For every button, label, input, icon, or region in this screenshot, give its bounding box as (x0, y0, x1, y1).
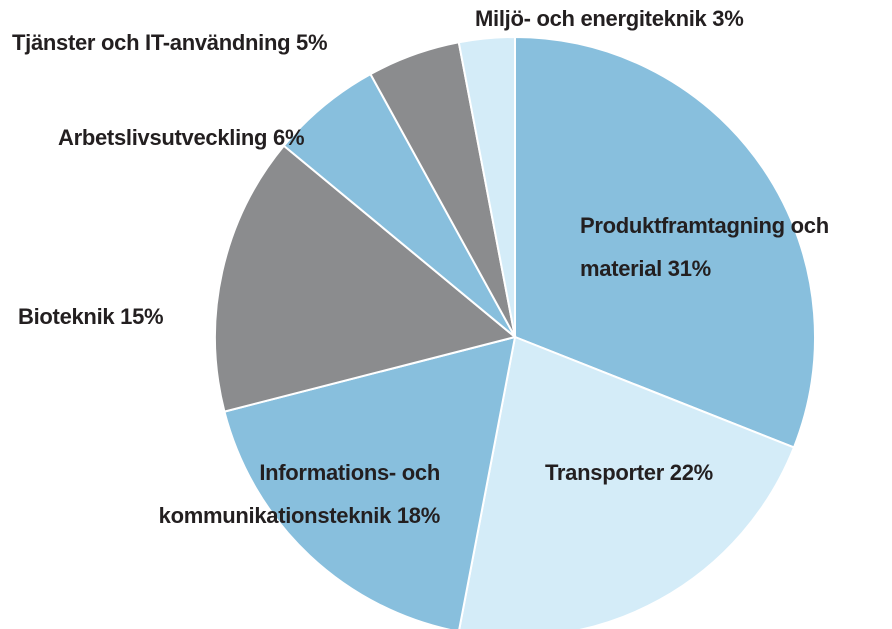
pie-slice (458, 335, 796, 629)
value-label: 18% (396, 503, 440, 528)
slice-label: Informations- och kommunikationsteknik 1… (75, 451, 441, 537)
category-label: Arbetslivsutveckling (58, 125, 268, 150)
pie-slice (214, 144, 518, 413)
value-label: 31% (667, 256, 711, 281)
pie-slice (457, 35, 516, 338)
slice-label: Bioteknik 15% (18, 295, 268, 338)
category-label: Informations- och kommunikationsteknik (158, 460, 441, 528)
category-label: Bioteknik (18, 304, 115, 329)
pie-slice (514, 35, 816, 449)
category-label: Tjänster och IT-användning (12, 30, 291, 55)
value-label: 15% (120, 304, 164, 329)
value-label: 3% (712, 6, 744, 31)
slice-label: Produktframtagning och material 31% (580, 204, 890, 290)
category-label: Produktframtagning och material (580, 213, 829, 281)
slice-label: Transporter 22% (545, 451, 845, 494)
value-label: 5% (296, 30, 328, 55)
slice-label: Arbetslivsutveckling 6% (58, 116, 378, 159)
slice-label: Tjänster och IT-användning 5% (12, 21, 412, 64)
category-label: Miljö- och energiteknik (475, 6, 707, 31)
slice-label: Miljö- och energiteknik 3% (475, 0, 875, 40)
category-label: Transporter (545, 460, 664, 485)
value-label: 6% (273, 125, 305, 150)
value-label: 22% (669, 460, 713, 485)
pie-slice (223, 335, 517, 629)
